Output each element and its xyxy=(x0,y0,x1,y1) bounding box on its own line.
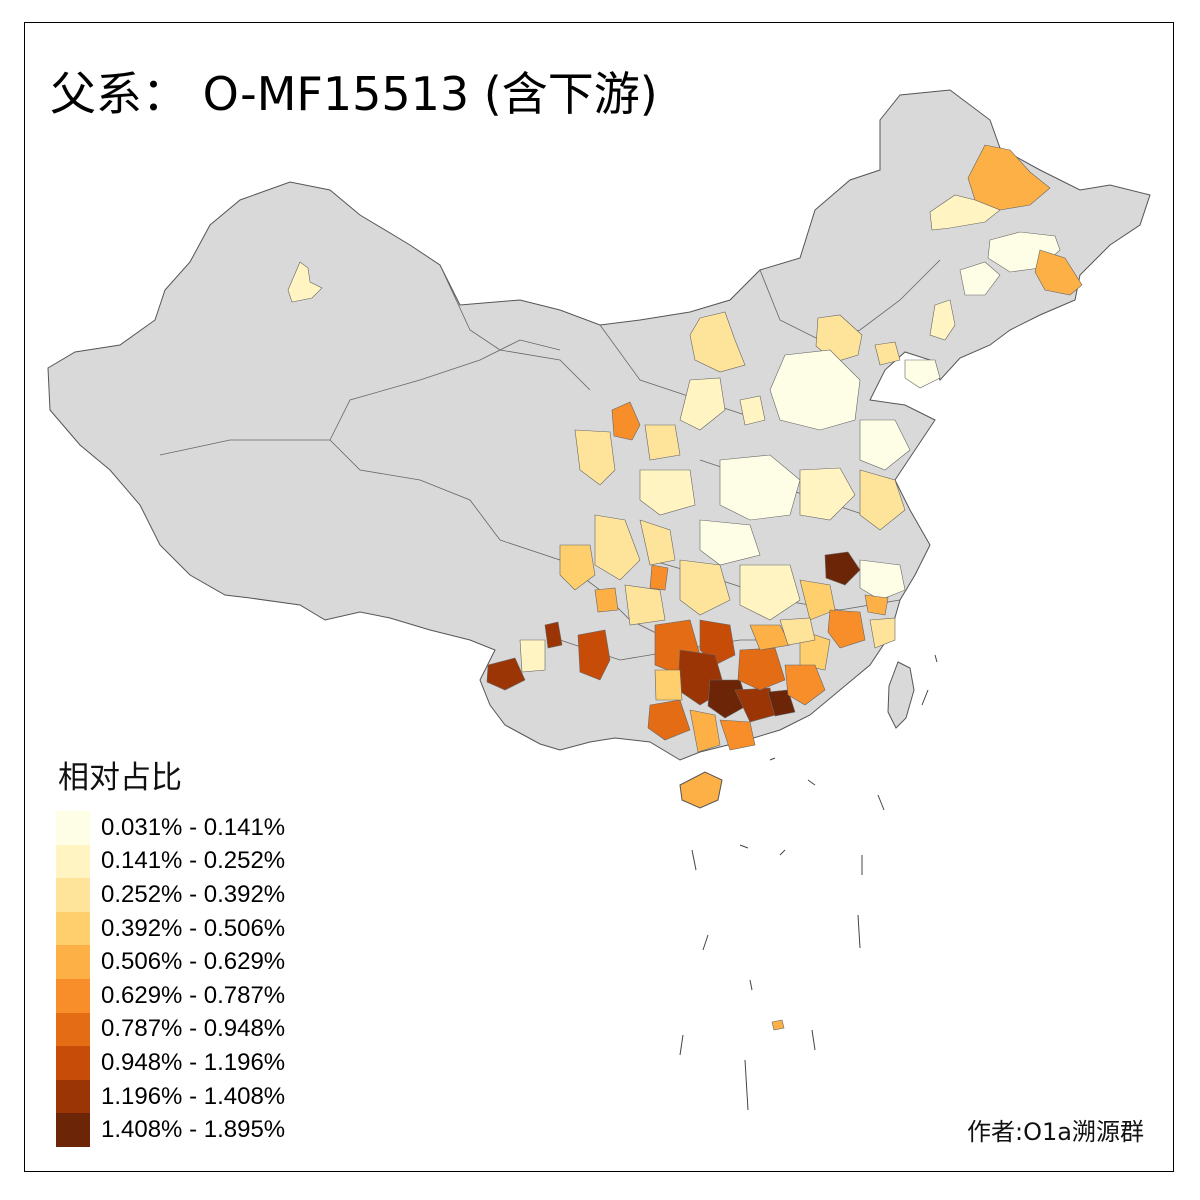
legend-item: 1.408% - 1.895% xyxy=(56,1113,285,1147)
legend-swatch xyxy=(56,945,90,979)
province-boundaries xyxy=(159,259,941,661)
legend-swatch xyxy=(56,1046,90,1080)
legend-swatch xyxy=(56,1012,90,1047)
taiwan-island xyxy=(887,661,915,729)
legend-label: 0.948% - 1.196% xyxy=(101,1048,286,1076)
legend-swatch xyxy=(56,911,90,946)
data-regions xyxy=(287,144,1083,1031)
legend-item: 0.948% - 1.196% xyxy=(56,1046,285,1080)
map-title: 父系： O-MF15513 (含下游) xyxy=(50,67,658,121)
legend-label: 0.506% - 0.629% xyxy=(101,948,286,976)
legend-label: 0.787% - 0.948% xyxy=(101,1015,286,1043)
legend-item: 0.141% - 0.252% xyxy=(56,844,286,879)
legend-item: 0.392% - 0.506% xyxy=(56,911,286,946)
legend-rows: 0.031% - 0.141% 0.141% - 0.252% 0.252% - 0… xyxy=(56,811,285,1147)
legend-item: 0.787% - 0.948% xyxy=(56,1012,286,1047)
legend-item: 0.506% - 0.629% xyxy=(56,945,285,979)
legend-item: 0.252% - 0.392% xyxy=(56,878,285,912)
legend-label: 0.392% - 0.506% xyxy=(101,914,286,942)
legend-item: 0.031% - 0.141% xyxy=(56,811,285,845)
legend-swatch xyxy=(56,978,90,1013)
legend-label: 0.141% - 0.252% xyxy=(101,847,286,875)
legend-title: 相对占比 xyxy=(58,760,182,796)
legend-swatch xyxy=(56,1113,90,1147)
legend-label: 0.252% - 0.392% xyxy=(101,880,286,908)
legend-swatch xyxy=(56,811,90,845)
legend: 相对占比 0.031% - 0.141% 0.141% - 0.252% 0.252… xyxy=(56,752,285,1147)
south-sea-islands xyxy=(679,654,938,1111)
legend-label: 0.629% - 0.787% xyxy=(101,981,286,1009)
legend-swatch xyxy=(56,1079,90,1114)
legend-label: 1.408% - 1.895% xyxy=(101,1116,286,1144)
hainan-island xyxy=(679,771,723,809)
legend-swatch xyxy=(56,844,90,879)
legend-label: 1.196% - 1.408% xyxy=(101,1082,286,1110)
author-credit: 作者:O1a溯源群 xyxy=(967,1118,1144,1146)
legend-item: 0.629% - 0.787% xyxy=(56,978,286,1013)
legend-label: 0.031% - 0.141% xyxy=(101,813,286,841)
legend-swatch xyxy=(56,878,90,912)
legend-item: 1.196% - 1.408% xyxy=(56,1079,286,1114)
